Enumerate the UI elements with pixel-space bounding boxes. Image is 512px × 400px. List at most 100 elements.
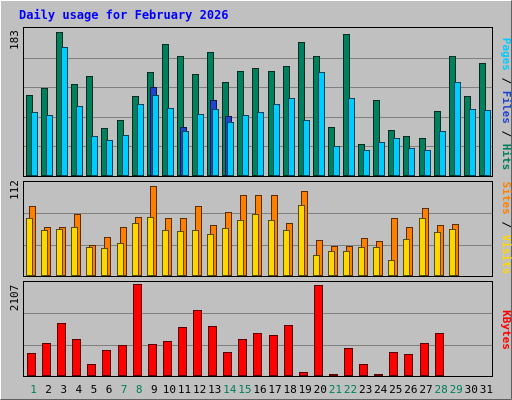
hits-pages-bar [318,72,325,176]
hits-pages-bar [469,109,476,176]
sites-visits-bar [298,205,305,276]
sites-visits-bar [434,232,441,276]
kbytes-kbytes-bar [133,284,142,376]
kbytes-kbytes-bar [27,353,36,376]
hits-pages-bar [333,146,340,176]
x-tick-label: 21 [329,383,342,396]
hits-pages-bar [454,82,461,176]
x-tick-label: 25 [389,383,402,396]
legend-entry: KBytes [500,310,512,350]
x-tick-label: 11 [178,383,191,396]
x-tick-label: 19 [299,383,312,396]
legend-entry: / [500,215,512,235]
hits-pages-bar [257,112,264,176]
x-tick-label: 31 [480,383,493,396]
kbytes-kbytes-bar [253,333,262,376]
sites-visits-bar [403,239,410,276]
hits-pages-bar [348,98,355,176]
sites-visits-bar [147,217,154,276]
sites-visits-bar [313,255,320,276]
hits-hits-bar [298,42,305,176]
x-tick-label: 7 [121,383,128,396]
hits-pages-bar [91,136,98,176]
legend-entry: Pages [500,38,512,71]
sites-visits-bar [449,229,456,276]
x-tick-label: 2 [45,383,52,396]
legend-entry: Files [500,91,512,124]
x-tick-label: 18 [283,383,296,396]
hits-pages-bar [393,138,400,176]
kbytes-kbytes-bar [269,335,278,376]
kbytes-kbytes-bar [193,310,202,376]
hits-pages-bar [76,106,83,176]
hits-pages-bar [46,115,53,176]
sites-visits-bar [192,230,199,276]
sites-visits-bar [86,247,93,276]
sites-panel: 112 Sites / Visits [8,180,512,277]
sites-visits-bar [26,218,33,276]
sites-legend: Sites / Visits [500,182,512,275]
hits-max-label: 183 [8,30,21,50]
hits-pages-bar [106,140,113,176]
kbytes-kbytes-bar [163,341,172,376]
hits-pages-bar [363,150,370,176]
kbytes-legend: KBytes [500,310,512,350]
hits-pages-bar [137,104,144,176]
sites-visits-bar [373,247,380,276]
x-tick-label: 4 [75,383,82,396]
kbytes-kbytes-bar [148,344,157,376]
x-tick-label: 10 [163,383,176,396]
kbytes-kbytes-bar [238,339,247,376]
kbytes-kbytes-bar [118,345,127,376]
x-axis-ticks: 1 2 3 4 5 6 7 8 9 10 11 12 13 14 15 16 17 18 19 20 21 22 23 24 2… [30,383,493,396]
legend-entry: / [500,124,512,144]
hits-pages-bar [212,109,219,176]
legend-entry: Visits [500,235,512,275]
legend-entry: Sites [500,182,512,215]
sites-visits-bar [419,218,426,276]
hits-pages-bar [408,148,415,176]
hits-pages-bar [227,122,234,176]
hits-pages-bar [61,47,68,176]
x-tick-label: 23 [359,383,372,396]
sites-visits-bar [177,231,184,276]
x-tick-label: 15 [238,383,251,396]
hits-pages-bar [424,150,431,176]
kbytes-kbytes-bar [42,343,51,376]
x-tick-label: 28 [434,383,447,396]
kbytes-kbytes-bar [87,364,96,376]
hits-hits-bar [373,100,380,176]
x-tick-label: 8 [136,383,143,396]
hits-hits-bar [86,76,93,176]
sites-visits-bar [237,220,244,276]
x-tick-label: 30 [465,383,478,396]
chart-panels: 183 Pages / Files / Hits 112 Sites / Visits… [8,27,512,377]
x-tick-label: 6 [106,383,113,396]
kbytes-kbytes-bar [314,285,323,376]
kbytes-kbytes-bar [299,372,308,376]
kbytes-kbytes-bar [344,348,353,376]
sites-visits-bar [132,223,139,276]
sites-visits-bar [117,243,124,276]
chart-title: Daily usage for February 2026 [19,8,229,22]
hits-pages-bar [31,112,38,176]
sites-visits-bar [162,230,169,276]
kbytes-kbytes-bar [223,352,232,376]
kbytes-kbytes-bar [102,350,111,376]
hits-pages-bar [484,110,491,176]
sites-visits-bar [343,251,350,276]
hits-pages-bar [439,131,446,176]
kbytes-kbytes-bar [57,323,66,376]
hits-pages-bar [197,114,204,176]
sites-visits-bar [222,228,229,276]
kbytes-kbytes-bar [178,327,187,376]
sites-visits-bar [71,227,78,276]
legend-entry: Hits [500,144,512,171]
hits-pages-bar [167,108,174,176]
kbytes-kbytes-bar [359,364,368,376]
sites-max-label: 112 [8,180,21,200]
sites-visits-bar [388,260,395,276]
kbytes-kbytes-bar [404,354,413,376]
hits-pages-bar [242,115,249,176]
